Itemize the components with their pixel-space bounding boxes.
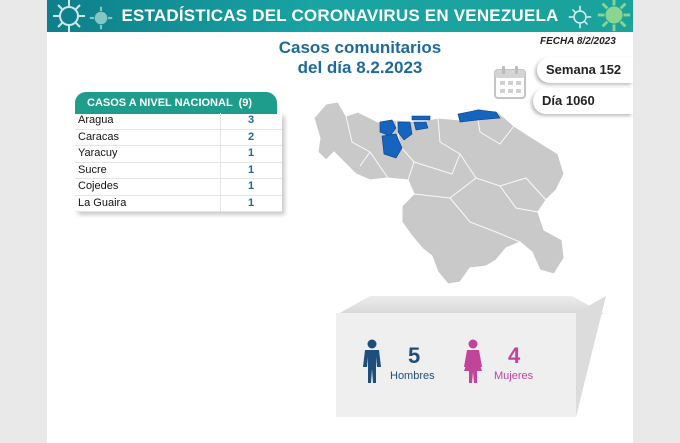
table-row: Cojedes 1 xyxy=(75,179,282,196)
venezuela-map xyxy=(313,101,565,285)
calendar-icon xyxy=(494,66,526,99)
heading-line2: del día 8.2.2023 xyxy=(297,58,423,77)
virus-icon xyxy=(89,6,113,30)
women-label: Mujeres xyxy=(494,370,534,382)
gender-stats-panel: 5 Hombres 4 Mujeres xyxy=(336,313,576,417)
state-name: La Guaira xyxy=(75,195,221,211)
map-landmass xyxy=(313,101,565,285)
state-name: Sucre xyxy=(75,162,221,178)
map-region-aragua xyxy=(397,121,413,141)
case-count: 3 xyxy=(247,114,255,126)
virus-icon xyxy=(568,5,592,29)
heading-line1: Casos comunitarios xyxy=(278,38,442,57)
table-row: Sucre 1 xyxy=(75,162,282,179)
map-region-yaracuy xyxy=(379,119,397,137)
map-region-sucre xyxy=(457,109,501,123)
virus-icon xyxy=(597,0,631,32)
case-count: 1 xyxy=(247,147,255,159)
table-row: Aragua 3 xyxy=(75,113,282,130)
cases-table: Aragua 3 Caracas 2 Yaracuy 1 Sucre 1 Coj… xyxy=(75,113,282,212)
virus-icon xyxy=(53,0,85,32)
state-name: Aragua xyxy=(75,113,221,129)
national-cases-title: CASOS A NIVEL NACIONAL xyxy=(87,97,233,109)
header-banner: ESTADÍSTICAS DEL CORONAVIRUS EN VENEZUEL… xyxy=(47,0,633,32)
state-name: Cojedes xyxy=(75,179,221,195)
map-region-cojedes xyxy=(381,133,403,159)
case-count: 2 xyxy=(247,130,255,143)
day-badge: Día 1060 xyxy=(533,88,633,114)
man-icon xyxy=(363,339,381,383)
women-count: 4 xyxy=(508,343,521,368)
table-row: Yaracuy 1 xyxy=(75,146,282,163)
stats-panel-top xyxy=(338,296,604,314)
national-cases-header: CASOS A NIVEL NACIONAL (9) xyxy=(75,92,277,114)
table-row: Caracas 2 xyxy=(75,129,282,146)
map-region-la-guaira xyxy=(411,115,431,121)
woman-icon xyxy=(464,339,482,383)
week-badge: Semana 152 xyxy=(537,57,633,83)
state-name: Yaracuy xyxy=(75,146,221,162)
date-label: FECHA 8/2/2023 xyxy=(540,36,616,47)
case-count: 1 xyxy=(247,163,255,176)
case-count: 1 xyxy=(247,196,255,209)
men-label: Hombres xyxy=(390,370,435,382)
state-name: Caracas xyxy=(75,129,221,145)
national-cases-total: (9) xyxy=(238,97,253,109)
banner-title: ESTADÍSTICAS DEL CORONAVIRUS EN VENEZUEL… xyxy=(121,6,559,25)
men-count: 5 xyxy=(408,343,421,368)
map-region-caracas xyxy=(413,121,429,131)
table-row: La Guaira 1 xyxy=(75,195,282,212)
case-count: 1 xyxy=(247,180,255,192)
